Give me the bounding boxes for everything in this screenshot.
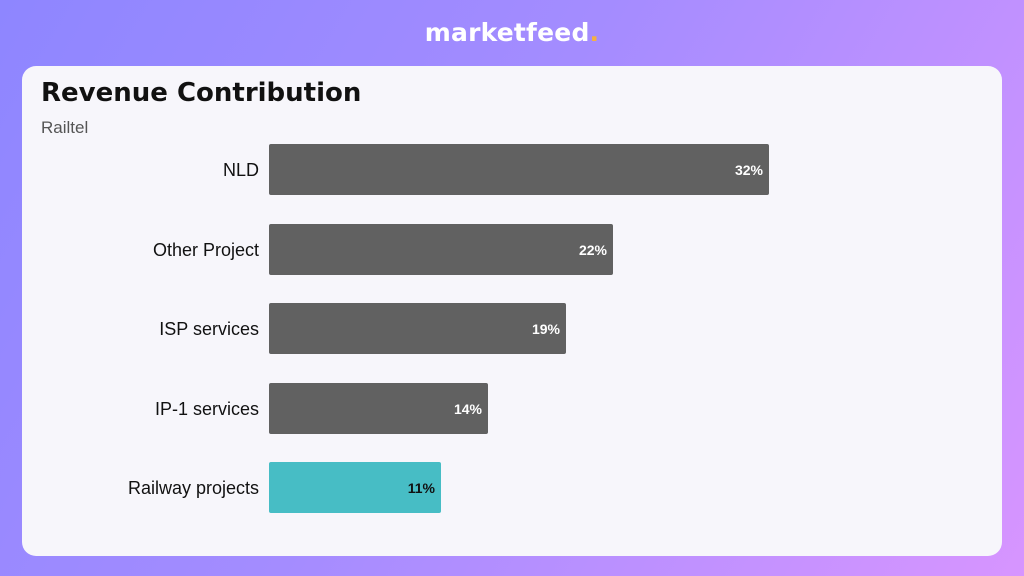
bar-other-project [269,224,613,275]
chart-card: Revenue Contribution Railtel NLD 32% Other… [22,66,1002,556]
category-label-isp-services: ISP services [159,318,259,339]
chart-title: Revenue Contribution [41,78,362,108]
chart-subtitle: Railtel [41,118,89,137]
category-label-other-project: Other Project [152,239,259,260]
bar-isp-services [269,303,566,354]
brand-logo: marketfeed. [0,18,1024,47]
bar-chart-plot: NLD 32% Other Project 22% ISP services 19% IP-… [22,66,1002,556]
bar-value-label-ip-1-services: 14% [453,400,482,417]
bar-nld [269,144,769,195]
bar-value-label-other-project: 22% [578,241,607,258]
brand-dot: . [589,18,600,47]
bar-railway-projects [269,462,441,513]
category-label-railway-projects: Railway projects [127,477,259,498]
bar-value-label-nld: 32% [734,161,763,178]
bar-ip-1-services [269,383,488,434]
brand-name: marketfeed [424,18,590,47]
category-label-nld: NLD [222,159,259,180]
bar-value-label-isp-services: 19% [531,320,560,337]
bar-value-label-railway-projects: 11% [407,479,435,496]
category-label-ip-1-services: IP-1 services [154,398,259,419]
